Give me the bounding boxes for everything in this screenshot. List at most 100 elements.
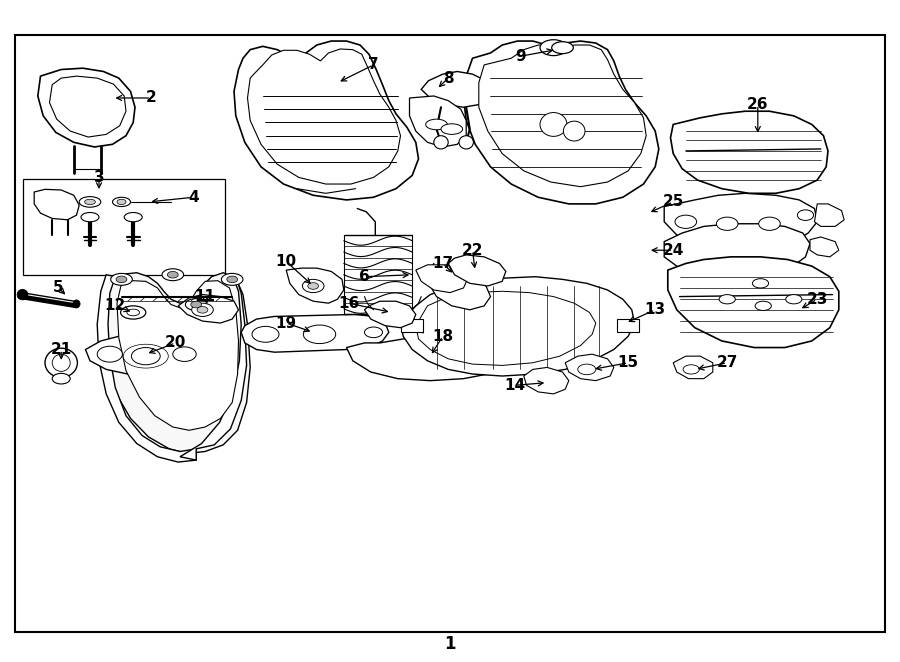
Bar xyxy=(22,179,225,275)
Ellipse shape xyxy=(227,276,238,283)
Polygon shape xyxy=(524,367,569,394)
Ellipse shape xyxy=(752,279,769,288)
Polygon shape xyxy=(430,277,491,310)
Polygon shape xyxy=(664,224,810,277)
Ellipse shape xyxy=(191,301,202,308)
Polygon shape xyxy=(364,301,416,328)
Ellipse shape xyxy=(117,199,126,205)
Ellipse shape xyxy=(786,295,802,304)
Ellipse shape xyxy=(131,348,160,365)
Text: 27: 27 xyxy=(716,355,738,370)
Ellipse shape xyxy=(578,364,596,375)
Text: 25: 25 xyxy=(662,195,684,209)
Ellipse shape xyxy=(112,197,130,207)
Ellipse shape xyxy=(52,373,70,384)
Ellipse shape xyxy=(364,327,382,338)
Ellipse shape xyxy=(79,197,101,207)
Ellipse shape xyxy=(45,348,77,377)
Text: 12: 12 xyxy=(104,299,126,313)
Ellipse shape xyxy=(683,365,699,374)
Ellipse shape xyxy=(540,113,567,136)
Polygon shape xyxy=(50,76,126,137)
Ellipse shape xyxy=(540,40,567,56)
Text: 13: 13 xyxy=(644,303,666,317)
Polygon shape xyxy=(810,237,839,257)
Polygon shape xyxy=(400,277,634,376)
Ellipse shape xyxy=(719,295,735,304)
Polygon shape xyxy=(670,111,828,193)
Ellipse shape xyxy=(308,283,319,289)
Polygon shape xyxy=(814,204,844,226)
Text: 7: 7 xyxy=(368,58,379,72)
Ellipse shape xyxy=(755,301,771,310)
Polygon shape xyxy=(401,319,423,332)
Text: 21: 21 xyxy=(50,342,72,357)
Ellipse shape xyxy=(192,303,213,316)
Ellipse shape xyxy=(302,279,324,293)
Text: 18: 18 xyxy=(432,329,454,344)
Polygon shape xyxy=(410,96,466,147)
Ellipse shape xyxy=(97,346,122,362)
Ellipse shape xyxy=(434,136,448,149)
Polygon shape xyxy=(673,356,713,379)
Text: 15: 15 xyxy=(617,355,639,370)
Ellipse shape xyxy=(124,213,142,222)
Text: 19: 19 xyxy=(275,316,297,330)
Ellipse shape xyxy=(675,215,697,228)
Ellipse shape xyxy=(552,42,573,54)
Ellipse shape xyxy=(123,344,168,368)
Polygon shape xyxy=(421,71,491,107)
Ellipse shape xyxy=(17,289,28,300)
Ellipse shape xyxy=(441,124,463,134)
Text: 24: 24 xyxy=(662,243,684,258)
Ellipse shape xyxy=(116,276,127,283)
Ellipse shape xyxy=(121,306,146,319)
Text: 17: 17 xyxy=(432,256,454,271)
Polygon shape xyxy=(416,265,468,293)
Polygon shape xyxy=(416,291,596,365)
Polygon shape xyxy=(241,314,389,352)
Text: 2: 2 xyxy=(146,91,157,105)
Polygon shape xyxy=(248,49,400,184)
Text: 6: 6 xyxy=(359,269,370,284)
Ellipse shape xyxy=(73,300,80,308)
Polygon shape xyxy=(34,189,79,220)
Text: 5: 5 xyxy=(53,281,64,295)
Polygon shape xyxy=(117,281,238,430)
Polygon shape xyxy=(479,45,646,187)
Ellipse shape xyxy=(252,326,279,342)
Polygon shape xyxy=(464,41,659,204)
Ellipse shape xyxy=(303,325,336,344)
Ellipse shape xyxy=(162,269,184,281)
Polygon shape xyxy=(448,255,506,286)
Text: 14: 14 xyxy=(504,378,526,393)
Text: 8: 8 xyxy=(443,71,454,85)
Ellipse shape xyxy=(167,271,178,278)
Text: 10: 10 xyxy=(275,254,297,269)
Polygon shape xyxy=(346,336,511,381)
Polygon shape xyxy=(234,41,418,200)
Text: 16: 16 xyxy=(338,296,360,310)
Polygon shape xyxy=(178,295,239,323)
Polygon shape xyxy=(180,275,247,460)
Text: 22: 22 xyxy=(462,243,483,258)
Polygon shape xyxy=(86,334,216,376)
Ellipse shape xyxy=(797,210,814,220)
Text: 1: 1 xyxy=(445,635,455,653)
Ellipse shape xyxy=(221,273,243,285)
Polygon shape xyxy=(617,319,639,332)
Polygon shape xyxy=(286,268,344,303)
Polygon shape xyxy=(664,193,817,248)
Text: 11: 11 xyxy=(194,289,216,304)
Ellipse shape xyxy=(52,354,70,371)
Ellipse shape xyxy=(563,121,585,141)
Text: 3: 3 xyxy=(94,170,104,185)
Text: 26: 26 xyxy=(747,97,769,112)
Ellipse shape xyxy=(185,299,207,310)
Ellipse shape xyxy=(759,217,780,230)
Text: 4: 4 xyxy=(188,190,199,205)
Ellipse shape xyxy=(197,307,208,313)
Polygon shape xyxy=(97,275,196,462)
Ellipse shape xyxy=(716,217,738,230)
Polygon shape xyxy=(38,68,135,147)
